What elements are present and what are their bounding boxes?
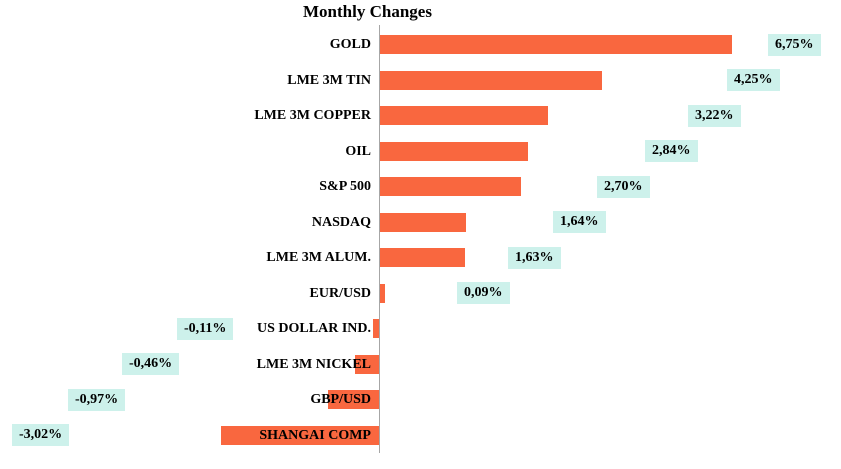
- category-label-gbp-usd: GBP/USD: [310, 392, 371, 408]
- bar-lme-3m-alum: [380, 248, 466, 268]
- category-label-oil: OIL: [345, 143, 371, 159]
- category-label-lme-3m-copper: LME 3M COPPER: [254, 108, 371, 124]
- value-label-s-p-500: 2,70%: [597, 175, 650, 198]
- bar-gold: [380, 35, 733, 55]
- bar-lme-3m-copper: [380, 106, 549, 126]
- bar-shangai-comp: [221, 425, 379, 445]
- bar-nasdaq: [380, 212, 466, 232]
- category-label-shangai-comp: SHANGAI COMP: [259, 427, 371, 443]
- category-label-eur-usd: EUR/USD: [309, 285, 371, 301]
- category-label-gold: GOLD: [329, 37, 371, 53]
- bar-us-dollar-ind: [373, 319, 379, 339]
- bar-eur-usd: [380, 283, 385, 303]
- category-label-nasdaq: NASDAQ: [311, 214, 371, 230]
- value-label-us-dollar-ind: -0,11%: [177, 317, 234, 340]
- value-label-gbp-usd: -0,97%: [68, 388, 126, 411]
- value-label-nasdaq: 1,64%: [553, 211, 606, 234]
- value-label-lme-3m-nickel: -0,46%: [122, 353, 180, 376]
- bar-gbp-usd: [328, 390, 379, 410]
- value-label-shangai-comp: -3,02%: [12, 424, 70, 447]
- chart-title: Monthly Changes: [303, 2, 432, 21]
- value-label-lme-3m-copper: 3,22%: [688, 104, 741, 127]
- value-label-eur-usd: 0,09%: [457, 282, 510, 305]
- value-label-lme-3m-alum: 1,63%: [508, 246, 561, 269]
- bar-lme-3m-nickel: [354, 354, 379, 374]
- vertical-axis-line: [379, 25, 380, 453]
- value-label-gold: 6,75%: [768, 33, 821, 56]
- bar-s-p-500: [380, 177, 521, 197]
- category-label-lme-3m-tin: LME 3M TIN: [287, 72, 371, 88]
- category-label-lme-3m-alum: LME 3M ALUM.: [266, 250, 371, 266]
- bar-lme-3m-tin: [380, 70, 602, 90]
- bar-oil: [380, 141, 529, 161]
- category-label-lme-3m-nickel: LME 3M NICKEL: [256, 356, 371, 372]
- category-label-us-dollar-ind: US DOLLAR IND.: [257, 321, 371, 337]
- category-label-s-p-500: S&P 500: [319, 179, 371, 195]
- value-label-lme-3m-tin: 4,25%: [727, 69, 780, 92]
- value-label-oil: 2,84%: [645, 140, 698, 163]
